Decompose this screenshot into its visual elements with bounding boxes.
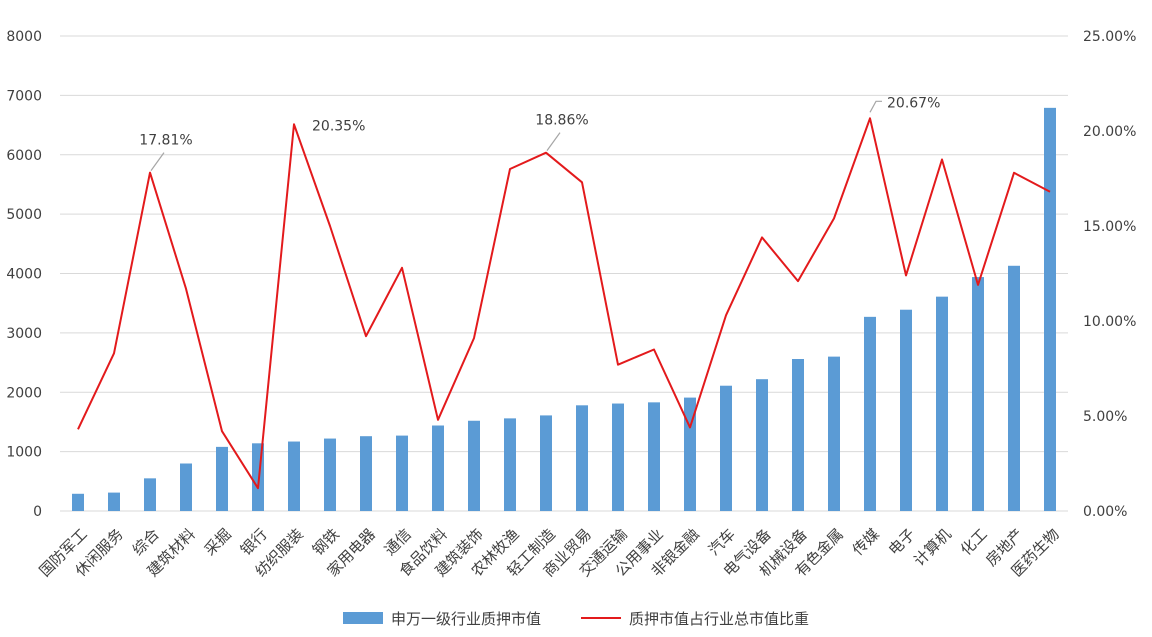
bar	[72, 493, 84, 511]
bar	[324, 438, 336, 511]
bar	[1008, 265, 1020, 511]
bar	[576, 405, 588, 511]
y-left-tick-label: 2000	[6, 385, 42, 401]
legend-label-line: 质押市值占行业总市值比重	[629, 609, 810, 628]
line-series	[77, 117, 1051, 490]
ratio-line	[77, 117, 1051, 490]
y-left-tick-label: 6000	[6, 148, 42, 164]
annotation-leader	[869, 100, 882, 113]
y-left-tick-label: 4000	[6, 267, 42, 283]
legend: 申万一级行业质押市值 质押市值占行业总市值比重	[0, 606, 1152, 630]
legend-swatch-line	[581, 617, 621, 619]
bar	[144, 478, 156, 511]
bar	[396, 435, 408, 511]
y-axis-left: 0 1000 2000 3000 4000 5000 6000 7000 8000	[6, 29, 42, 520]
x-tick-label: 传媒	[849, 525, 883, 559]
bar	[972, 277, 984, 511]
annotation-label: 20.67%	[887, 95, 940, 111]
bar	[1044, 107, 1056, 511]
bar	[900, 309, 912, 511]
annotation-leader	[546, 132, 561, 152]
y-right-tick-label: 20.00%	[1083, 124, 1136, 140]
y-left-tick-label: 3000	[6, 326, 42, 342]
legend-item-bars: 申万一级行业质押市值	[342, 608, 541, 629]
bar	[684, 397, 696, 511]
annotation-label: 17.81%	[139, 133, 192, 149]
y-left-tick-label: 5000	[6, 207, 42, 223]
bar	[612, 403, 624, 511]
bar	[756, 379, 768, 511]
y-right-tick-label: 25.00%	[1083, 29, 1136, 45]
bar	[828, 356, 840, 511]
x-tick-label: 采掘	[201, 525, 235, 559]
y-left-tick-label: 7000	[6, 88, 42, 104]
legend-swatch-bars	[342, 612, 383, 624]
bar	[216, 446, 228, 511]
bar	[864, 316, 876, 511]
bar	[108, 492, 120, 511]
bar	[936, 296, 948, 511]
y-right-tick-label: 15.00%	[1083, 219, 1136, 235]
bar	[648, 402, 660, 511]
bar	[792, 359, 804, 511]
combo-chart: 0 1000 2000 3000 4000 5000 6000 7000 8000 0.00% 5…	[6, 29, 1136, 580]
bar	[504, 418, 516, 511]
y-left-tick-label: 8000	[6, 29, 42, 45]
bar	[360, 436, 372, 511]
y-left-tick-label: 0	[33, 504, 42, 520]
bar	[180, 463, 192, 511]
x-tick-label: 计算机	[910, 525, 955, 570]
bar	[720, 385, 732, 511]
y-right-tick-label: 5.00%	[1083, 409, 1127, 425]
legend-item-line: 质押市值占行业总市值比重	[581, 608, 809, 629]
bar	[468, 420, 480, 511]
y-axis-right: 0.00% 5.00% 10.00% 15.00% 20.00% 25.00%	[1083, 29, 1136, 520]
bar	[288, 441, 300, 511]
y-right-tick-label: 0.00%	[1083, 504, 1127, 520]
bar	[540, 415, 552, 511]
legend-label-bars: 申万一级行业质押市值	[390, 609, 541, 628]
annotations: 17.81% 20.35% 18.86% 20.67%	[139, 95, 940, 171]
annotation-label: 18.86%	[535, 113, 588, 129]
annotation-label: 20.35%	[312, 118, 365, 134]
bar-series	[72, 107, 1056, 511]
bar	[432, 425, 444, 511]
y-left-tick-label: 1000	[6, 445, 42, 461]
annotation-leader	[150, 152, 165, 171]
y-right-tick-label: 10.00%	[1083, 314, 1136, 330]
